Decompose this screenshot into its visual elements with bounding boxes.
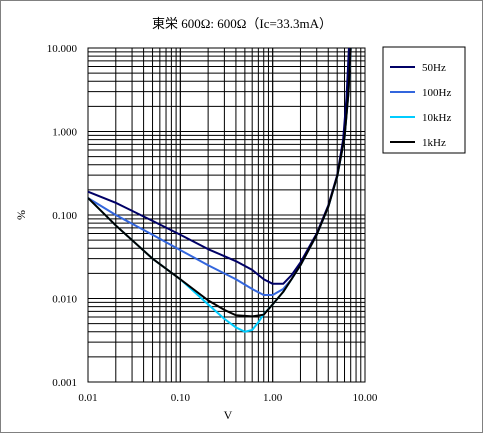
legend-label-10khz: 10kHz [422, 112, 451, 124]
x-axis-label: V [224, 408, 233, 422]
series-lines [87, 47, 352, 333]
legend-items: 50Hz 100Hz 10kHz 1kHz [390, 62, 451, 149]
y-axis-ticks: 0.001 0.010 0.100 1.000 10.000 [47, 43, 78, 389]
legend-label-50hz: 50Hz [422, 62, 446, 74]
legend-label-100hz: 100Hz [422, 87, 451, 99]
legend: 50Hz 100Hz 10kHz 1kHz [382, 46, 466, 154]
series-line-1khz [87, 47, 352, 318]
plot-area [87, 47, 366, 383]
y-tick-label: 1.000 [52, 127, 77, 139]
x-axis-ticks: 0.01 0.10 1.00 10.00 [78, 392, 378, 404]
y-tick-label: 0.001 [52, 377, 77, 389]
x-tick-label: 1.00 [263, 392, 283, 404]
series-line-100hz [87, 47, 352, 297]
y-tick-label: 0.100 [52, 210, 77, 222]
chart-title: 東栄 600Ω: 600Ω（Ic=33.3mA） [152, 16, 332, 31]
x-tick-label: 0.10 [171, 392, 191, 404]
y-axis-label: % [14, 210, 28, 220]
x-tick-label: 10.00 [353, 392, 378, 404]
legend-box [382, 46, 466, 154]
y-tick-label: 0.010 [52, 294, 77, 306]
y-tick-label: 10.000 [47, 43, 78, 55]
x-tick-label: 0.01 [78, 392, 97, 404]
legend-label-1khz: 1kHz [422, 137, 446, 149]
